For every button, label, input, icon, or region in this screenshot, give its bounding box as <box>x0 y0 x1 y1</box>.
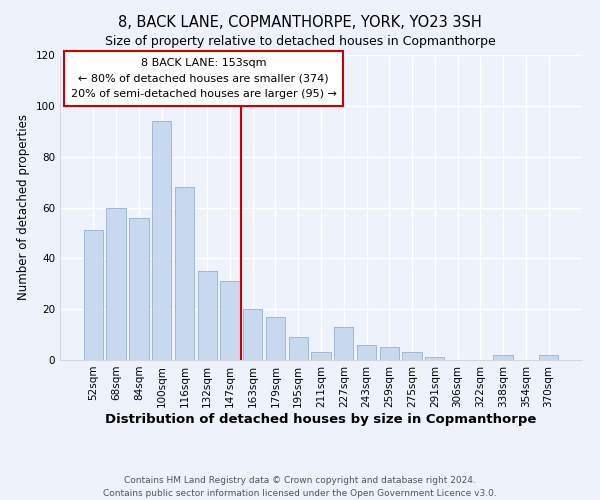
Bar <box>152 121 172 360</box>
Bar <box>311 352 331 360</box>
Bar <box>84 230 103 360</box>
Bar <box>220 281 239 360</box>
Bar <box>334 327 353 360</box>
Bar <box>380 348 399 360</box>
Bar <box>493 355 513 360</box>
Bar <box>289 337 308 360</box>
Y-axis label: Number of detached properties: Number of detached properties <box>17 114 30 300</box>
Text: Contains HM Land Registry data © Crown copyright and database right 2024.
Contai: Contains HM Land Registry data © Crown c… <box>103 476 497 498</box>
X-axis label: Distribution of detached houses by size in Copmanthorpe: Distribution of detached houses by size … <box>106 412 536 426</box>
Bar <box>425 358 445 360</box>
Bar <box>357 345 376 360</box>
Bar <box>106 208 126 360</box>
Bar <box>243 309 262 360</box>
Bar <box>266 317 285 360</box>
Text: 8 BACK LANE: 153sqm
← 80% of detached houses are smaller (374)
20% of semi-detac: 8 BACK LANE: 153sqm ← 80% of detached ho… <box>71 58 337 99</box>
Bar <box>403 352 422 360</box>
Bar <box>539 355 558 360</box>
Text: Size of property relative to detached houses in Copmanthorpe: Size of property relative to detached ho… <box>104 35 496 48</box>
Bar <box>129 218 149 360</box>
Text: 8, BACK LANE, COPMANTHORPE, YORK, YO23 3SH: 8, BACK LANE, COPMANTHORPE, YORK, YO23 3… <box>118 15 482 30</box>
Bar <box>175 187 194 360</box>
Bar <box>197 271 217 360</box>
